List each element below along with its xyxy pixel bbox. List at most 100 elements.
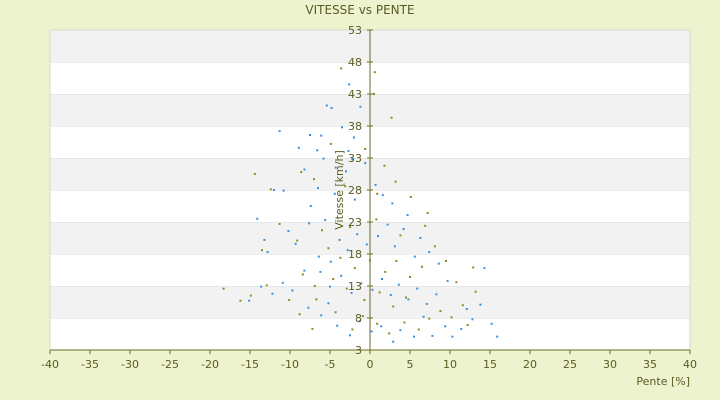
x-axis-label: Pente [%]	[636, 375, 690, 388]
data-point	[346, 249, 349, 252]
data-point	[319, 270, 322, 273]
data-point	[334, 166, 337, 169]
data-point	[390, 116, 393, 119]
x-tick-label: 5	[407, 358, 414, 371]
data-point	[445, 260, 447, 262]
data-point	[351, 328, 354, 331]
data-point	[296, 239, 299, 242]
data-point	[373, 71, 376, 74]
data-point	[263, 238, 266, 241]
data-point	[378, 291, 381, 294]
data-point	[386, 223, 389, 226]
data-point	[327, 247, 330, 250]
data-point	[371, 288, 374, 291]
data-point	[222, 287, 225, 290]
data-point	[496, 335, 499, 338]
data-point	[389, 294, 392, 296]
data-point	[397, 283, 400, 286]
data-point	[413, 335, 415, 338]
data-point	[265, 284, 268, 287]
data-point	[291, 289, 294, 292]
data-point	[422, 315, 425, 318]
data-point	[358, 320, 361, 323]
data-point	[336, 324, 339, 327]
data-point	[428, 317, 431, 320]
data-point	[409, 196, 412, 198]
data-point	[388, 332, 391, 335]
data-point	[490, 322, 493, 325]
data-point	[278, 222, 281, 225]
data-point	[451, 335, 454, 338]
data-point	[428, 251, 431, 254]
data-point	[391, 202, 394, 205]
data-point	[399, 234, 402, 237]
data-point	[334, 311, 337, 314]
data-point	[405, 296, 407, 299]
data-point	[317, 187, 319, 190]
data-point	[339, 256, 342, 259]
data-point	[269, 188, 272, 191]
data-point	[471, 318, 474, 321]
data-point	[353, 198, 356, 201]
chart-title: VITESSE vs PENTE	[305, 3, 414, 17]
data-point	[392, 340, 395, 343]
data-point	[364, 162, 367, 165]
data-point	[340, 67, 343, 70]
data-point	[421, 265, 423, 268]
data-point	[329, 260, 332, 263]
data-point	[474, 290, 477, 293]
y-tick-label: 28	[348, 184, 362, 197]
data-point	[376, 192, 379, 195]
y-tick-label: 33	[348, 152, 362, 165]
data-point	[273, 189, 275, 191]
y-axis-label: Vitesse [km/h]	[333, 150, 346, 230]
data-point	[426, 212, 429, 214]
data-point	[450, 316, 453, 319]
data-point	[348, 83, 351, 86]
data-point	[353, 136, 355, 139]
data-point	[373, 93, 375, 95]
data-point	[301, 273, 304, 276]
data-point	[460, 327, 463, 330]
data-point	[353, 267, 356, 270]
x-tick-label: 0	[367, 358, 374, 371]
data-point	[313, 178, 315, 181]
data-point	[433, 245, 436, 248]
y-tick-label: 13	[348, 280, 362, 293]
data-point	[297, 146, 300, 149]
data-point	[303, 168, 306, 171]
data-point	[466, 324, 469, 326]
data-point	[338, 238, 341, 241]
data-point	[330, 107, 333, 110]
y-tick-label: 18	[348, 248, 362, 261]
x-tick-label: 30	[603, 358, 617, 371]
x-tick-label: 15	[483, 358, 497, 371]
data-point	[360, 282, 363, 285]
y-tick-label: 38	[348, 120, 362, 133]
data-point	[256, 217, 259, 220]
x-tick-label: 40	[683, 358, 697, 371]
y-tick-label: 3	[355, 344, 362, 357]
data-point	[375, 218, 378, 221]
data-point	[419, 237, 422, 239]
data-point	[361, 315, 364, 318]
x-tick-label: -30	[121, 358, 139, 371]
x-tick-label: 25	[563, 358, 577, 371]
data-point	[393, 245, 396, 248]
data-point	[309, 205, 312, 207]
data-point	[392, 305, 395, 308]
data-point	[370, 330, 373, 333]
data-point	[364, 148, 367, 150]
data-point	[349, 226, 351, 229]
data-point	[376, 322, 379, 325]
data-point	[406, 214, 409, 216]
data-point	[350, 292, 353, 294]
data-point	[288, 299, 291, 302]
data-point	[444, 325, 447, 328]
data-point	[465, 308, 468, 310]
data-point	[308, 222, 311, 225]
y-tick-label: 48	[348, 56, 362, 69]
data-point	[311, 327, 314, 330]
data-point	[321, 229, 323, 232]
data-point	[384, 270, 387, 273]
